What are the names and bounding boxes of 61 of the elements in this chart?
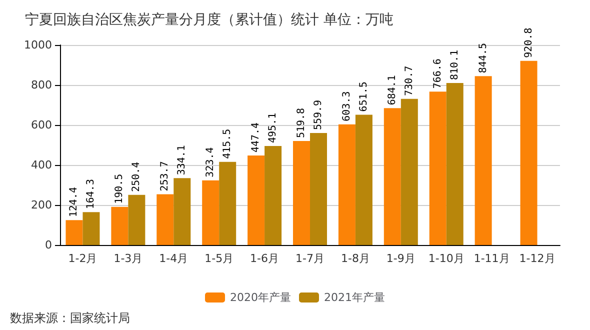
x-tick-label: 1-12月	[519, 252, 556, 265]
bar	[219, 162, 236, 245]
x-tick-label: 1-7月	[296, 252, 324, 265]
x-tick-label: 1-5月	[204, 252, 234, 265]
bar	[310, 133, 327, 245]
bar	[174, 178, 191, 245]
y-tick-label: 600	[31, 118, 52, 132]
bar	[66, 220, 83, 245]
data-label: 651.5	[358, 82, 370, 112]
data-label: 810.1	[449, 50, 460, 80]
data-label: 250.4	[131, 162, 142, 192]
data-label: 334.1	[176, 145, 188, 176]
data-label: 844.5	[478, 42, 489, 74]
data-label: 920.8	[523, 28, 534, 58]
x-tick-label: 1-9月	[386, 252, 416, 265]
chart-title: 宁夏回族自治区焦炭产量分月度（累计值）统计 单位：万吨	[25, 12, 394, 28]
data-label: 495.1	[268, 112, 279, 143]
data-label: 730.7	[404, 66, 415, 96]
y-tick-label: 0	[45, 238, 52, 252]
bar	[156, 194, 174, 245]
y-tick-label: 1000	[24, 38, 52, 52]
y-tick-label: 400	[31, 158, 52, 172]
data-label: 164.3	[86, 179, 97, 210]
data-label: 559.9	[313, 100, 324, 130]
x-tick-label: 1-11月	[474, 252, 510, 265]
y-tick-label: 200	[31, 198, 52, 212]
bar	[400, 98, 418, 245]
bar	[355, 114, 372, 245]
bar	[248, 156, 265, 245]
bar	[82, 212, 100, 245]
data-label: 519.8	[296, 108, 307, 138]
data-label: 323.4	[205, 147, 216, 178]
x-tick-label: 1-6月	[250, 252, 280, 265]
data-label: 603.3	[341, 91, 352, 122]
bar	[264, 146, 282, 245]
data-label: 124.4	[68, 187, 80, 218]
bar	[111, 206, 128, 245]
data-label: 190.5	[114, 174, 126, 204]
bar	[293, 141, 310, 245]
source-note: 数据来源：国家统计局	[10, 311, 130, 325]
legend-label: 2020年产量	[230, 291, 292, 304]
bar	[446, 82, 464, 245]
data-label: 253.7	[160, 161, 171, 192]
bar	[338, 124, 356, 245]
bar	[384, 108, 401, 245]
bar	[202, 180, 220, 245]
x-tick-label: 1-10月	[428, 252, 464, 265]
x-tick-label: 1-3月	[114, 252, 143, 265]
bar	[429, 92, 446, 245]
data-label: 447.4	[250, 122, 262, 153]
bar	[520, 60, 538, 245]
data-label: 684.1	[386, 75, 398, 106]
bar	[128, 194, 146, 245]
data-label: 766.6	[432, 58, 444, 89]
x-tick-label: 1-2月	[68, 252, 98, 265]
y-tick-label: 800	[31, 78, 52, 92]
bar	[474, 76, 492, 245]
x-tick-label: 1-8月	[340, 252, 370, 265]
x-tick-label: 1-4月	[159, 252, 188, 265]
data-label: 415.5	[222, 128, 234, 159]
legend-label: 2021年产量	[324, 291, 385, 304]
